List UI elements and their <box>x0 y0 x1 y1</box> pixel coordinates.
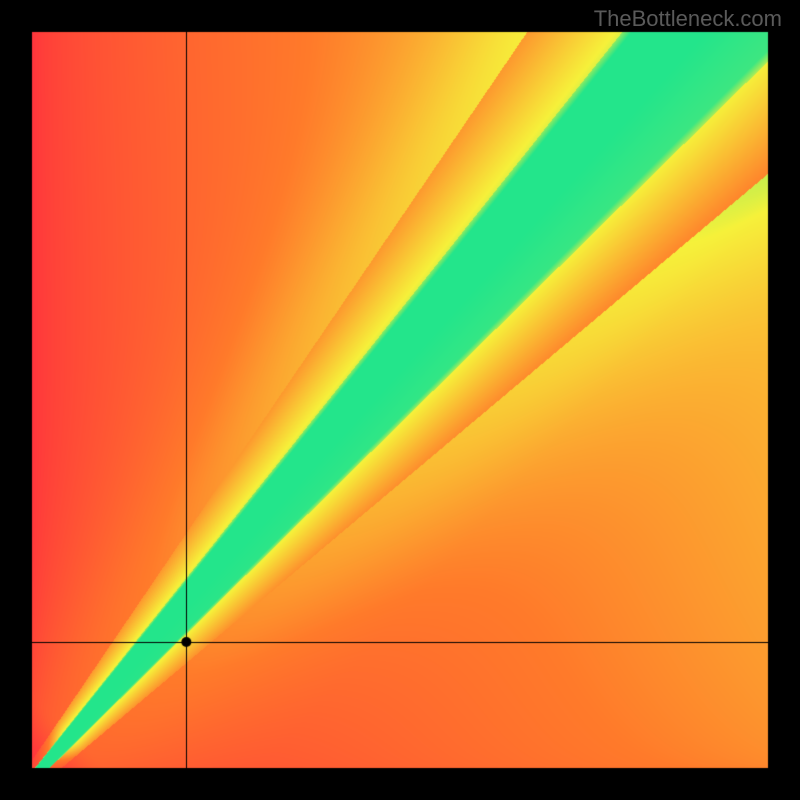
watermark-text: TheBottleneck.com <box>594 6 782 32</box>
heatmap-canvas <box>0 0 800 800</box>
chart-container: TheBottleneck.com <box>0 0 800 800</box>
